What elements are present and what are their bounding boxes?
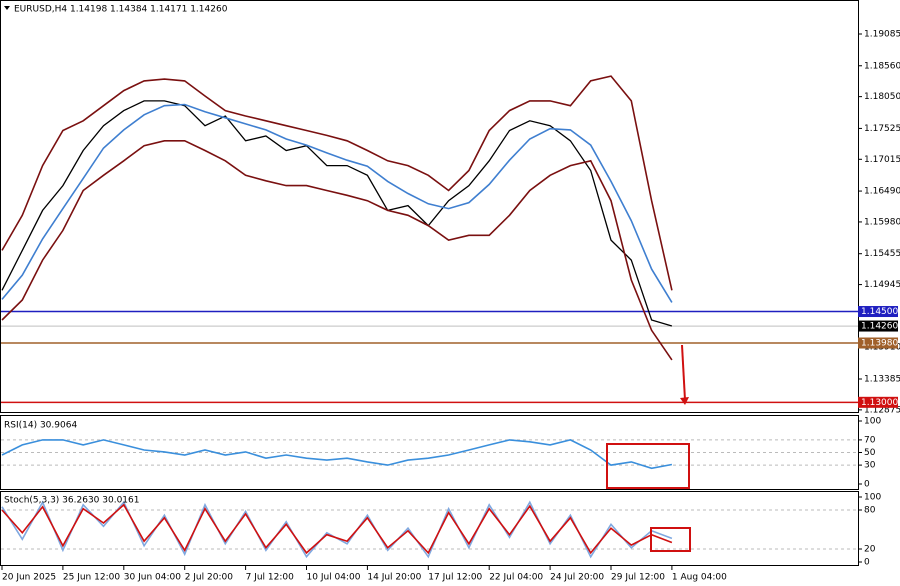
level-label: 1.14500 bbox=[861, 307, 898, 317]
highlight-box bbox=[606, 443, 690, 489]
menu-arrow bbox=[4, 6, 10, 10]
y-tick-label: 1.18050 bbox=[864, 92, 900, 102]
level-label: 1.13000 bbox=[861, 398, 898, 408]
y-tick-label: 70 bbox=[864, 435, 876, 445]
price-pane bbox=[0, 0, 859, 413]
arrow bbox=[681, 344, 686, 401]
rsi-title: RSI(14) 30.9064 bbox=[4, 421, 77, 431]
x-tick-label: 1 Aug 04:00 bbox=[672, 573, 727, 583]
y-tick-label: 0 bbox=[864, 480, 870, 490]
level-tag bbox=[858, 337, 898, 349]
x-tick-label: 29 Jul 12:00 bbox=[611, 573, 665, 583]
level-tag bbox=[858, 396, 898, 408]
x-tick-label: 14 Jul 20:00 bbox=[367, 573, 421, 583]
y-tick-label: 50 bbox=[864, 448, 876, 458]
series-line bbox=[1, 103, 673, 303]
series-line bbox=[1, 439, 673, 470]
y-tick-label: 1.15980 bbox=[864, 217, 900, 227]
y-tick-label: 1.13385 bbox=[864, 375, 900, 385]
stoch-title: Stoch(5,3,3) 36.2630 30.0161 bbox=[4, 496, 139, 506]
x-tick-label: 30 Jun 04:00 bbox=[124, 573, 181, 583]
series-line bbox=[1, 75, 673, 291]
y-tick-label: 20 bbox=[864, 545, 876, 555]
y-tick-label: 1.17015 bbox=[864, 155, 900, 165]
series-line bbox=[1, 100, 673, 327]
y-tick-label: 1.19085 bbox=[864, 29, 900, 39]
y-tick-label: 1.15455 bbox=[864, 249, 900, 259]
last-price-tag bbox=[858, 320, 898, 332]
series-line bbox=[1, 140, 673, 361]
x-tick-label: 10 Jul 04:00 bbox=[307, 573, 361, 583]
y-tick-label: 1.17525 bbox=[864, 124, 900, 134]
y-tick-label: 80 bbox=[864, 506, 876, 516]
x-tick-label: 24 Jul 20:00 bbox=[550, 573, 604, 583]
y-tick-label: 1.16490 bbox=[864, 187, 900, 197]
x-tick-label: 7 Jul 12:00 bbox=[246, 573, 295, 583]
y-tick-label: 0 bbox=[864, 558, 870, 568]
y-tick-label: 1.12875 bbox=[864, 405, 900, 415]
y-tick-label: 30 bbox=[864, 461, 876, 471]
y-tick-label: 100 bbox=[864, 417, 881, 427]
x-tick-label: 25 Jun 12:00 bbox=[63, 573, 120, 583]
chart-title: EURUSD,H4 1.14198 1.14384 1.14171 1.1426… bbox=[14, 5, 228, 15]
series-line bbox=[1, 503, 673, 555]
x-tick-label: 17 Jul 12:00 bbox=[428, 573, 482, 583]
x-tick-label: 20 Jun 2025 bbox=[2, 573, 56, 583]
y-tick-label: 1.18560 bbox=[864, 61, 900, 71]
last-price-label: 1.14260 bbox=[861, 322, 898, 332]
x-tick-label: 22 Jul 04:00 bbox=[489, 573, 543, 583]
arrow-head bbox=[680, 397, 689, 405]
level-label: 1.13980 bbox=[861, 338, 898, 348]
highlight-box bbox=[650, 527, 691, 552]
y-tick-label: 100 bbox=[864, 493, 881, 503]
x-tick-label: 2 Jul 20:00 bbox=[185, 573, 234, 583]
level-tag bbox=[858, 306, 898, 318]
y-tick-label: 1.14945 bbox=[864, 280, 900, 290]
